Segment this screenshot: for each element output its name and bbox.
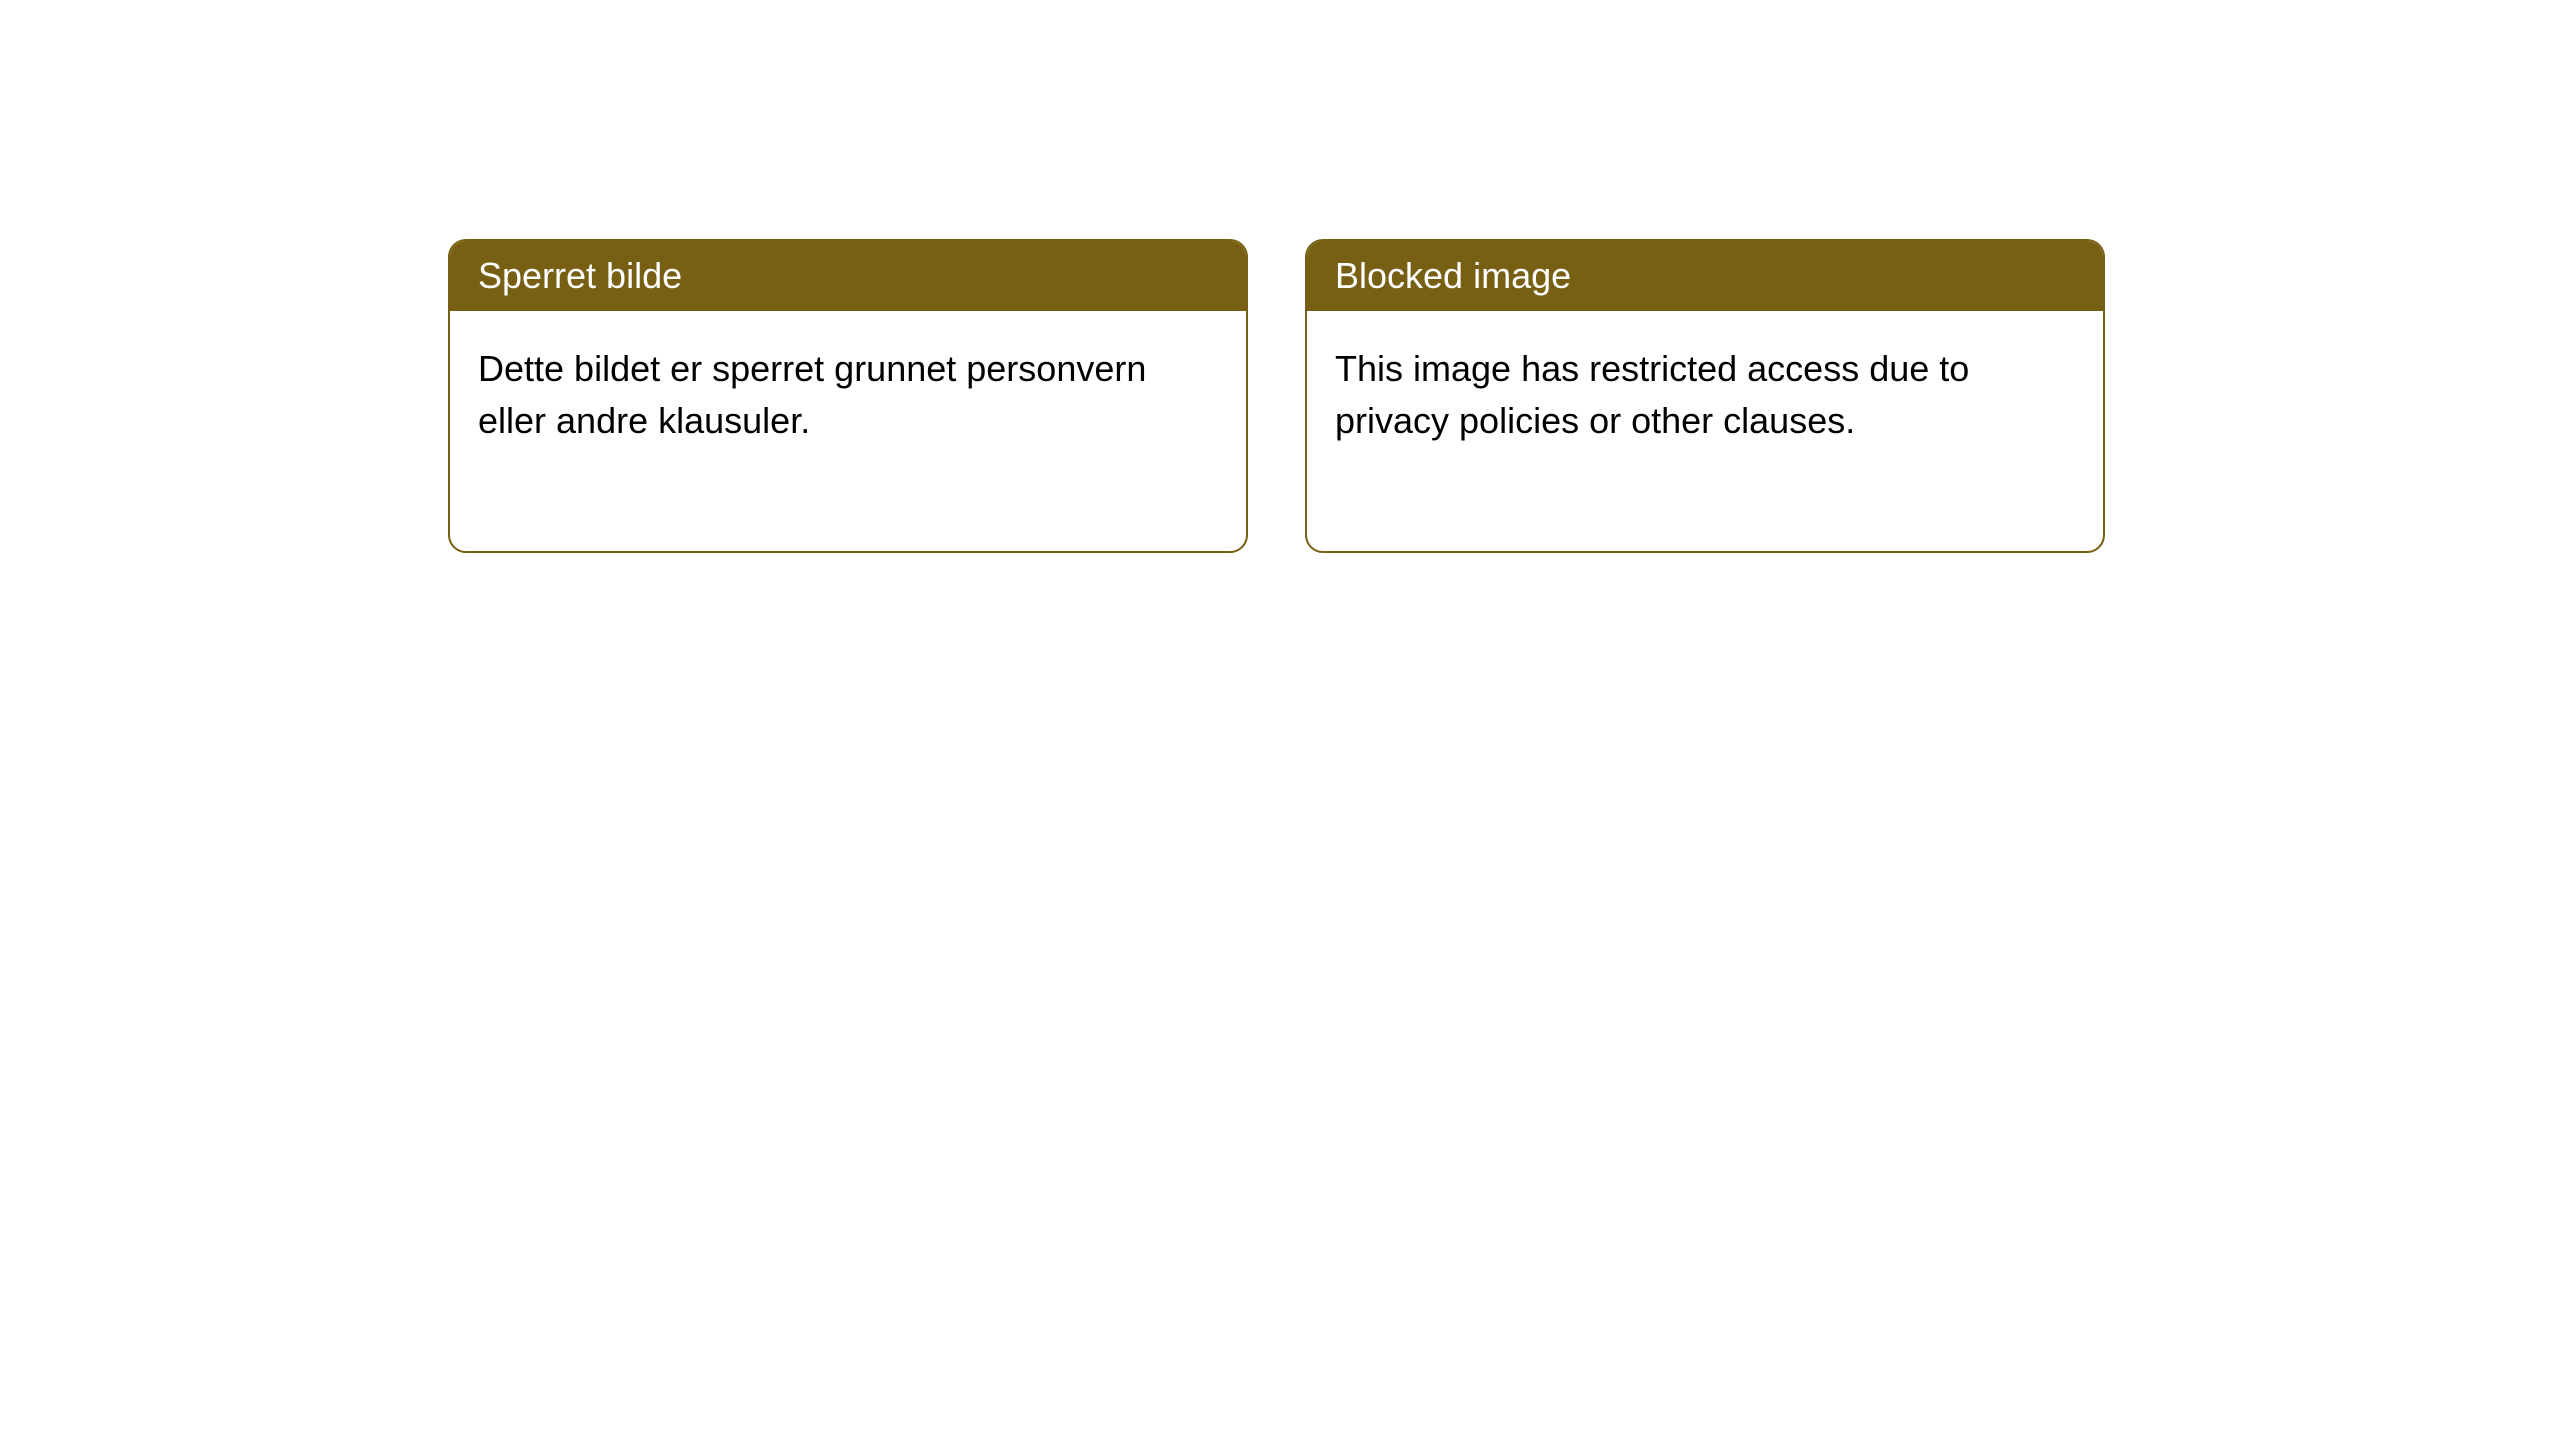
notice-card-norwegian: Sperret bilde Dette bildet er sperret gr… (448, 239, 1248, 553)
notice-title-english: Blocked image (1307, 241, 2103, 311)
notice-title-norwegian: Sperret bilde (450, 241, 1246, 311)
notice-body-norwegian: Dette bildet er sperret grunnet personve… (450, 311, 1246, 551)
notice-body-english: This image has restricted access due to … (1307, 311, 2103, 551)
notice-cards-row: Sperret bilde Dette bildet er sperret gr… (448, 239, 2105, 553)
notice-card-english: Blocked image This image has restricted … (1305, 239, 2105, 553)
